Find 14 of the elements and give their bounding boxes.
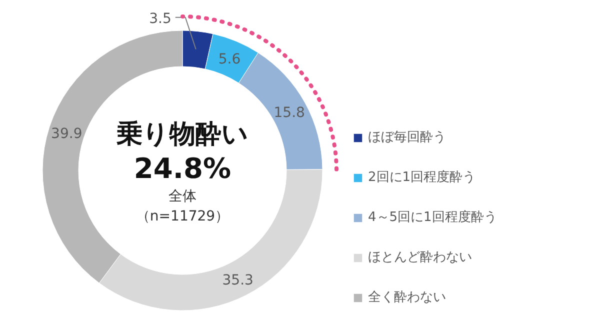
data-label: 35.3 [222,272,254,289]
data-label: 15.8 [274,105,305,122]
text: 全体 [168,188,196,204]
data-label: 39.9 [51,126,82,142]
legend-label: 2回に1回程度酔う [368,169,476,186]
legend-label: ほぼ毎回酔う [368,129,446,146]
legend-label: 4～5回に1回程度酔う [368,209,497,226]
legend-label: 全く酔わない [368,289,446,306]
data-label: 5.6 [218,51,241,68]
legend-label: ほとんど酔わない [368,249,472,266]
text: 乗り物酔い [116,120,248,150]
text: 24.8% [134,152,232,185]
text: （n=11729） [136,208,230,224]
data-label: 3.5 [149,10,172,27]
